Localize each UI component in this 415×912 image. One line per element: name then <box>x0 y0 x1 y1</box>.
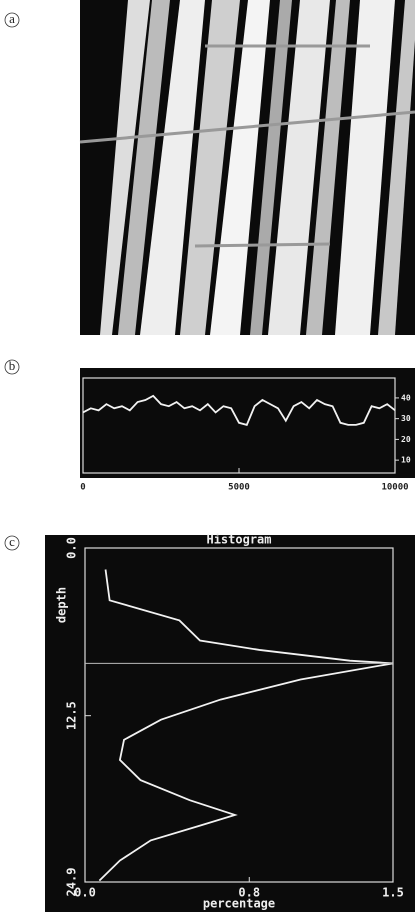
y-tick-label: 12.5 <box>65 701 79 730</box>
y-tick-label: 30 <box>401 414 411 423</box>
figure: abc050001000010203040Histogrampercentage… <box>0 0 415 912</box>
y-tick-label: 20 <box>401 435 411 444</box>
panel-label: b <box>9 358 16 373</box>
panel-label: a <box>9 11 15 26</box>
photo <box>80 0 415 335</box>
panel-c-bg <box>45 535 415 912</box>
x-tick-label: 1.5 <box>382 886 404 900</box>
y-tick-label: 40 <box>401 393 411 402</box>
chart-title: Histogram <box>206 533 271 547</box>
y-tick-label: 0.0 <box>65 537 79 559</box>
x-tick-label: 10000 <box>381 483 408 493</box>
y-axis-label: depth <box>55 587 69 623</box>
panel-label: c <box>9 534 15 549</box>
x-tick-label: 5000 <box>228 483 250 493</box>
y-tick-label: 10 <box>401 456 411 465</box>
y-tick-label: 24.9 <box>65 868 79 897</box>
x-tick-label: 0.8 <box>238 886 260 900</box>
x-tick-label: 0 <box>80 483 85 493</box>
